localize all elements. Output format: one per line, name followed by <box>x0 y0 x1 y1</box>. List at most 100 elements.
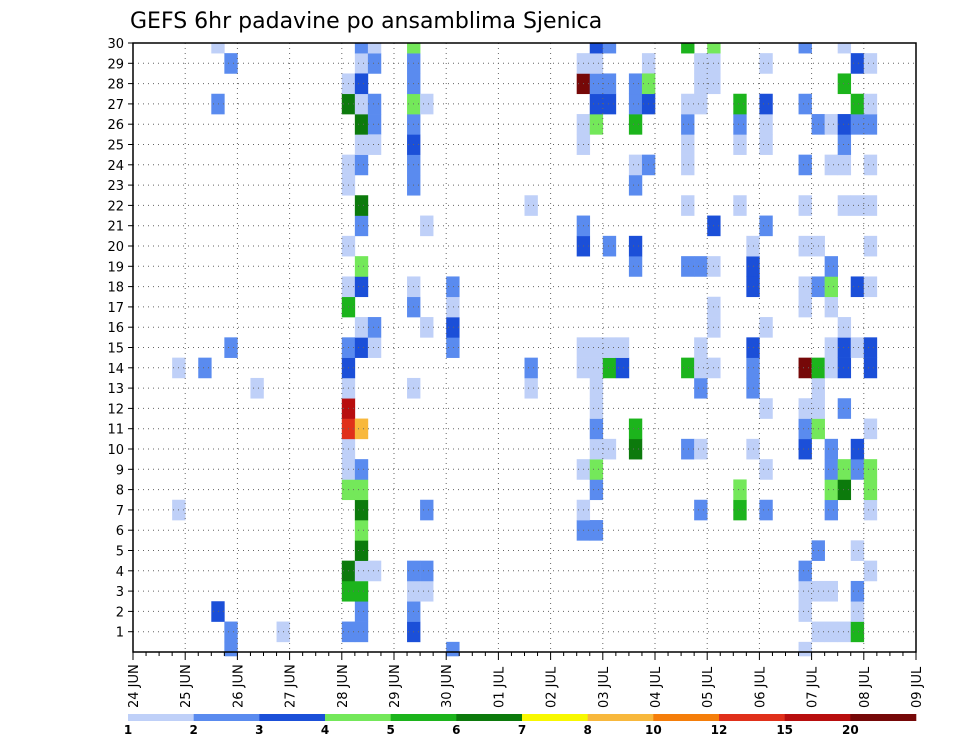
x-tick-label: 03 JUL <box>597 666 612 708</box>
ensemble-cell <box>367 560 382 582</box>
x-tick-label: 29 JUN <box>388 664 403 708</box>
y-tick-label: 25 <box>107 139 124 154</box>
ensemble-cell <box>694 53 708 74</box>
ensemble-cell <box>628 418 643 440</box>
y-tick-label: 7 <box>116 504 124 519</box>
y-tick-label: 11 <box>107 423 124 438</box>
ensemble-cell <box>354 93 369 115</box>
ensemble-cell <box>798 580 812 602</box>
y-tick-label: 19 <box>107 260 124 275</box>
ensemble-cell <box>733 134 747 155</box>
ensemble-cell <box>694 93 708 115</box>
ensemble-cell <box>824 154 838 176</box>
legend-swatch <box>259 714 326 721</box>
y-tick-label: 23 <box>107 179 124 194</box>
ensemble-cell <box>759 398 773 419</box>
ensemble-cell <box>589 459 604 480</box>
ensemble-cell <box>602 235 617 257</box>
legend-swatch <box>390 714 457 721</box>
legend-swatch <box>128 714 194 721</box>
ensemble-cell <box>863 276 878 298</box>
ensemble-cell <box>628 235 643 257</box>
ensemble-cell <box>863 114 878 135</box>
ensemble-cell <box>367 43 382 54</box>
ensemble-cell <box>354 580 369 602</box>
ensemble-cell <box>694 73 708 95</box>
ensemble-cell <box>224 621 238 643</box>
ensemble-cell <box>354 53 369 74</box>
ensemble-cell <box>628 114 643 135</box>
ensemble-cell <box>824 256 838 277</box>
y-tick-label: 29 <box>107 57 124 72</box>
ensemble-cell <box>628 93 643 115</box>
ensemble-cell <box>354 418 369 440</box>
ensemble-cell <box>628 438 643 460</box>
legend-label: 5 <box>386 723 394 737</box>
ensemble-cell <box>367 317 382 338</box>
ensemble-cell <box>863 93 878 115</box>
ensemble-cell <box>759 317 773 338</box>
ensemble-cell <box>446 296 460 318</box>
ensemble-cell <box>446 317 460 338</box>
ensemble-cell <box>354 499 369 521</box>
ensemble-cell <box>354 317 369 338</box>
y-tick-label: 2 <box>116 605 124 620</box>
ensemble-cell <box>824 114 838 135</box>
legend-swatch <box>587 714 654 721</box>
ensemble-cell <box>211 601 225 622</box>
y-tick-label: 20 <box>107 240 124 255</box>
ensemble-cell <box>602 43 617 54</box>
ensemble-cell <box>837 195 852 216</box>
ensemble-cell <box>589 479 604 501</box>
ensemble-cell <box>354 560 369 582</box>
x-tick-label: 04 JUL <box>649 666 664 708</box>
ensemble-cell <box>837 621 852 643</box>
ensemble-cell <box>602 357 617 379</box>
ensemble-cell <box>354 520 369 541</box>
ensemble-cell <box>367 337 382 358</box>
ensemble-cell <box>798 438 812 460</box>
ensemble-cell <box>224 337 238 358</box>
legend-label: 2 <box>189 723 197 737</box>
y-tick-label: 22 <box>107 199 124 214</box>
ensemble-cell <box>837 337 852 358</box>
ensemble-cell <box>681 93 695 115</box>
ensemble-cell <box>733 499 747 521</box>
y-tick-label: 9 <box>116 463 124 478</box>
y-tick-label: 1 <box>116 626 124 641</box>
ensemble-cell <box>589 114 604 135</box>
legend-label: 3 <box>255 723 263 737</box>
ensemble-cell <box>354 601 369 622</box>
ensemble-cell <box>850 53 865 74</box>
ensemble-cell <box>837 459 852 480</box>
legend-label: 10 <box>645 723 662 737</box>
ensemble-cell <box>798 357 812 379</box>
ensemble-cell <box>759 114 773 135</box>
ensemble-cell <box>707 43 721 54</box>
legend-label: 6 <box>452 723 460 737</box>
ensemble-cell <box>354 276 369 298</box>
ensemble-cell <box>367 134 382 155</box>
y-tick-label: 27 <box>107 98 124 113</box>
ensemble-cell <box>759 459 773 480</box>
legend-swatch <box>784 714 851 721</box>
y-tick-label: 10 <box>107 443 124 458</box>
x-tick-label: 25 JUN <box>179 664 194 708</box>
ensemble-cell <box>850 93 865 115</box>
ensemble-cell <box>420 580 434 602</box>
x-axis: 24 JUN 25 JUN 26 JUN 27 JUN 28 JUN 29 JUN 30 J… <box>127 652 925 708</box>
ensemble-cell <box>589 43 604 54</box>
ensemble-cell <box>837 398 852 419</box>
ensemble-cell <box>354 114 369 135</box>
x-tick-label: 24 JUN <box>127 664 142 708</box>
ensemble-cell <box>863 479 878 501</box>
ensemble-cell <box>615 337 630 358</box>
x-tick-label: 06 JUL <box>753 666 768 708</box>
ensemble-cell <box>759 499 773 521</box>
legend-swatch <box>325 714 391 721</box>
ensemble-cell <box>589 93 604 115</box>
ensemble-cell <box>837 479 852 501</box>
ensemble-cell <box>681 256 695 277</box>
y-tick-label: 18 <box>107 281 124 296</box>
